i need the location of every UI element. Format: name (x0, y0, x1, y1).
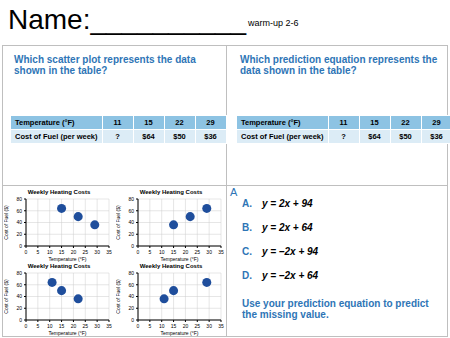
svg-text:35: 35 (106, 323, 112, 329)
html-text:$64: $64 (368, 132, 381, 141)
html-text:11: 11 (113, 118, 122, 127)
html-text:y = –2x + 64: y = –2x + 64 (262, 270, 319, 281)
html-text:C.: C. (242, 246, 252, 257)
svg-text:40: 40 (16, 219, 22, 225)
svg-text:25: 25 (195, 249, 201, 255)
html-text:Weekly Heating Costs: Weekly Heating Costs (139, 189, 203, 195)
svg-text:Temperature (°F): Temperature (°F) (161, 256, 199, 262)
svg-text:Cost of Fuel ($): Cost of Fuel ($) (116, 205, 121, 240)
svg-text:35: 35 (218, 249, 224, 255)
html-text:15: 15 (144, 118, 153, 127)
html-text:$36: $36 (204, 132, 217, 141)
svg-text:Temperature (°F): Temperature (°F) (49, 256, 87, 262)
html-text:y = –2x + 94: y = –2x + 94 (262, 246, 319, 257)
svg-text:35: 35 (218, 323, 224, 329)
html-text:$50: $50 (399, 132, 412, 141)
html-text:Weekly Heating Costs: Weekly Heating Costs (27, 189, 91, 195)
html-text:Cost of Fuel (per week): Cost of Fuel (per week) (241, 132, 324, 141)
html-text:22: 22 (175, 118, 184, 127)
svg-text:Temperature (°F): Temperature (°F) (49, 330, 87, 336)
svg-text:35: 35 (106, 249, 112, 255)
svg-text:60: 60 (16, 208, 22, 214)
svg-text:0: 0 (137, 323, 140, 329)
svg-text:20: 20 (183, 249, 189, 255)
svg-text:80: 80 (16, 196, 22, 202)
html-text:Name:__________: Name:__________ (8, 4, 247, 35)
svg-text:60: 60 (128, 208, 134, 214)
svg-text:5: 5 (36, 249, 39, 255)
html-text:11: 11 (339, 118, 348, 127)
html-text:Weekly Heating Costs: Weekly Heating Costs (27, 263, 91, 269)
svg-text:5: 5 (148, 249, 151, 255)
svg-text:30: 30 (206, 323, 212, 329)
svg-text:0: 0 (131, 317, 134, 323)
html-text:$64: $64 (142, 132, 155, 141)
svg-text:20: 20 (128, 305, 134, 311)
html-text:Temperature (°F): Temperature (°F) (241, 118, 301, 127)
html-text:A.: A. (242, 198, 252, 209)
svg-text:0: 0 (137, 249, 140, 255)
svg-text:0: 0 (19, 243, 22, 249)
html-text:29: 29 (206, 118, 215, 127)
svg-text:30: 30 (206, 249, 212, 255)
svg-text:80: 80 (128, 270, 134, 276)
svg-text:Cost of Fuel ($): Cost of Fuel ($) (116, 279, 121, 314)
svg-text:40: 40 (16, 293, 22, 299)
svg-text:10: 10 (47, 323, 53, 329)
html-text:warm-up 2-6: warm-up 2-6 (248, 18, 299, 28)
svg-text:10: 10 (159, 249, 165, 255)
svg-text:25: 25 (83, 249, 89, 255)
svg-text:10: 10 (159, 323, 165, 329)
svg-text:10: 10 (47, 249, 53, 255)
svg-text:25: 25 (195, 323, 201, 329)
html-text:Use your prediction equation t: Use your prediction equation to predict … (242, 298, 429, 320)
html-text:Which prediction equation repr: Which prediction equation represents the… (240, 54, 438, 76)
html-text:y = 2x + 94: y = 2x + 94 (262, 198, 313, 209)
svg-text:40: 40 (128, 293, 134, 299)
svg-text:80: 80 (16, 270, 22, 276)
svg-text:20: 20 (128, 231, 134, 237)
html-text:$36: $36 (430, 132, 443, 141)
html-text:Cost of Fuel (per week): Cost of Fuel (per week) (15, 132, 98, 141)
html-text:Which scatter plot represents: Which scatter plot represents the data s… (14, 54, 196, 76)
svg-text:60: 60 (128, 282, 134, 288)
svg-text:40: 40 (128, 219, 134, 225)
html-text:22: 22 (401, 118, 410, 127)
svg-text:Temperature (°F): Temperature (°F) (161, 330, 199, 336)
html-text:29: 29 (432, 118, 441, 127)
svg-text:5: 5 (148, 323, 151, 329)
html-text:B.: B. (242, 222, 252, 233)
svg-text:30: 30 (94, 249, 100, 255)
svg-text:15: 15 (59, 323, 65, 329)
svg-text:30: 30 (94, 323, 100, 329)
svg-text:5: 5 (36, 323, 39, 329)
svg-text:25: 25 (83, 323, 89, 329)
html-text:15: 15 (370, 118, 379, 127)
svg-text:20: 20 (16, 231, 22, 237)
svg-text:20: 20 (16, 305, 22, 311)
svg-text:0: 0 (25, 323, 28, 329)
svg-text:15: 15 (171, 249, 177, 255)
svg-text:Cost of Fuel ($): Cost of Fuel ($) (8, 279, 9, 314)
svg-text:60: 60 (16, 282, 22, 288)
svg-text:80: 80 (128, 196, 134, 202)
html-text:$50: $50 (173, 132, 186, 141)
svg-text:0: 0 (19, 317, 22, 323)
svg-text:20: 20 (183, 323, 189, 329)
svg-text:Cost of Fuel ($): Cost of Fuel ($) (8, 205, 9, 240)
svg-text:0: 0 (25, 249, 28, 255)
svg-text:15: 15 (59, 249, 65, 255)
svg-text:0: 0 (131, 243, 134, 249)
html-text:A: A (230, 186, 238, 198)
html-text:Temperature (°F): Temperature (°F) (15, 118, 75, 127)
html-text:y = 2x + 64: y = 2x + 64 (262, 222, 313, 233)
html-text:Weekly Heating Costs: Weekly Heating Costs (139, 263, 203, 269)
svg-text:20: 20 (71, 323, 77, 329)
svg-text:20: 20 (71, 249, 77, 255)
html-text:D.: D. (242, 270, 252, 281)
svg-text:15: 15 (171, 323, 177, 329)
